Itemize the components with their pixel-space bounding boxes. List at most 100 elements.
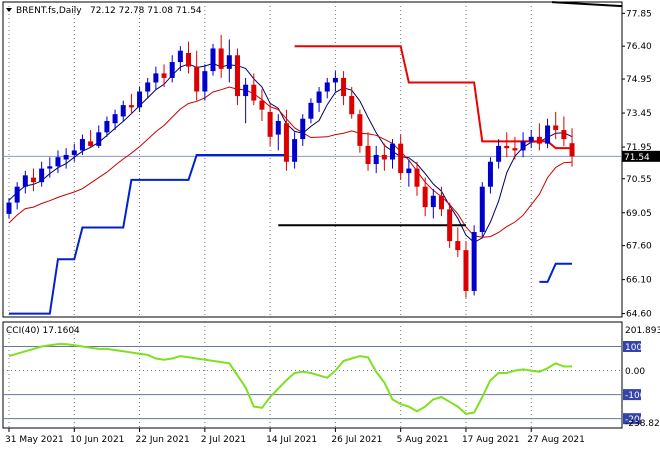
candle-body (316, 91, 322, 103)
candle-body (275, 120, 281, 135)
candle-body (536, 136, 542, 144)
candle-body (390, 143, 396, 160)
price-tick-label: 77.85 (626, 9, 652, 19)
time-tick-label: 14 Jul 2021 (266, 435, 317, 445)
cci-level-label: 0.00 (625, 367, 645, 377)
cci-level-label: -100 (625, 391, 646, 401)
candle-body (487, 161, 493, 187)
cci-level-label: 100 (625, 343, 642, 353)
trend-line (551, 1, 623, 8)
candle-body (137, 91, 143, 108)
candle-body (504, 145, 510, 149)
candle-body (381, 154, 387, 160)
overlay-lines (8, 1, 623, 315)
candle-body (177, 50, 183, 63)
candle-body (398, 143, 404, 174)
candle-body (226, 55, 232, 69)
candle-body (365, 145, 371, 165)
candle-body (300, 118, 306, 140)
candle-body (292, 139, 298, 162)
candle-body (39, 168, 45, 183)
candle-body (528, 136, 534, 142)
candle-body (210, 48, 216, 72)
candle-body (561, 130, 567, 140)
candle-body (259, 100, 265, 110)
candle-body (545, 125, 551, 144)
candle-body (447, 209, 453, 242)
candle-body (251, 84, 257, 101)
candle-body (14, 186, 20, 203)
candle-body (145, 82, 151, 92)
candle-body (283, 123, 289, 162)
resistance-step-line (294, 45, 573, 150)
time-tick-label: 26 Jul 2021 (331, 435, 382, 445)
candles (6, 34, 575, 298)
candle-body (128, 105, 134, 108)
candle-body (479, 186, 485, 233)
candle-body (234, 55, 240, 97)
candle-body (553, 125, 559, 131)
candle-body (6, 202, 12, 214)
candle-body (471, 232, 477, 291)
current-price-text: 71.54 (624, 153, 650, 163)
candle-body (332, 77, 338, 83)
candle-body (55, 157, 61, 167)
symbol-label: BRENT.fs,Daily (16, 6, 82, 16)
candle-body (47, 166, 53, 169)
cci-level-label: -200 (625, 415, 646, 425)
candle-body (496, 145, 502, 162)
price-tick-label: 71.95 (626, 143, 652, 153)
price-tick-label: 74.95 (626, 75, 652, 85)
candle-body (112, 114, 118, 124)
candle-body (414, 168, 420, 187)
time-tick-label: 31 May 2021 (5, 435, 64, 445)
time-tick-label: 5 Aug 2021 (397, 435, 449, 445)
candle-body (463, 250, 469, 291)
collapse-triangle-icon[interactable] (6, 8, 12, 12)
candle-body (520, 141, 526, 151)
time-tick-label: 2 Jul 2021 (201, 435, 246, 445)
candle-body (455, 241, 461, 251)
candle-body (161, 73, 167, 78)
price-tick-label: 70.55 (626, 175, 652, 185)
candle-body (186, 52, 192, 67)
candle-body (243, 84, 249, 97)
candle-body (218, 48, 224, 69)
cci-level-tag (623, 413, 641, 425)
candle-body (430, 195, 436, 208)
candle-body (194, 66, 200, 92)
current-price-tag (622, 150, 660, 162)
candle-body (202, 71, 208, 92)
ohlc-label: 72.12 72.78 71.08 71.54 (90, 6, 202, 16)
cci-min-label: -238.825 (625, 419, 660, 429)
candle-body (88, 141, 94, 146)
fast-ma-line (8, 62, 573, 244)
candle-body (406, 168, 412, 174)
time-tick-label: 17 Aug 2021 (462, 435, 520, 445)
trailing-stop-line (9, 153, 287, 315)
candle-body (357, 114, 363, 146)
candle-body (267, 111, 273, 137)
cci-line (8, 343, 573, 415)
grid (3, 2, 622, 428)
cci-pane-frame (2, 321, 623, 429)
candle-body (104, 120, 110, 133)
cci-label: CCI(40) 17.1604 (6, 326, 80, 336)
candle-body (153, 73, 159, 83)
time-tick-label: 22 Jun 2021 (136, 435, 190, 445)
candle-body (63, 154, 69, 160)
price-tick-label: 76.40 (626, 42, 652, 52)
slow-ma-line (8, 86, 573, 238)
candle-body (22, 175, 28, 187)
time-axis: 31 May 2021 10 Jun 2021 22 Jun 2021 2 Jul 2… (5, 428, 585, 445)
candle-body (169, 62, 175, 78)
candle-body (71, 150, 77, 155)
price-tick-label: 64.60 (626, 310, 652, 320)
candle-body (79, 139, 85, 151)
price-tick-label: 73.45 (626, 109, 652, 119)
candle-body (120, 105, 126, 117)
candle-body (308, 102, 314, 119)
candle-body (341, 77, 347, 97)
